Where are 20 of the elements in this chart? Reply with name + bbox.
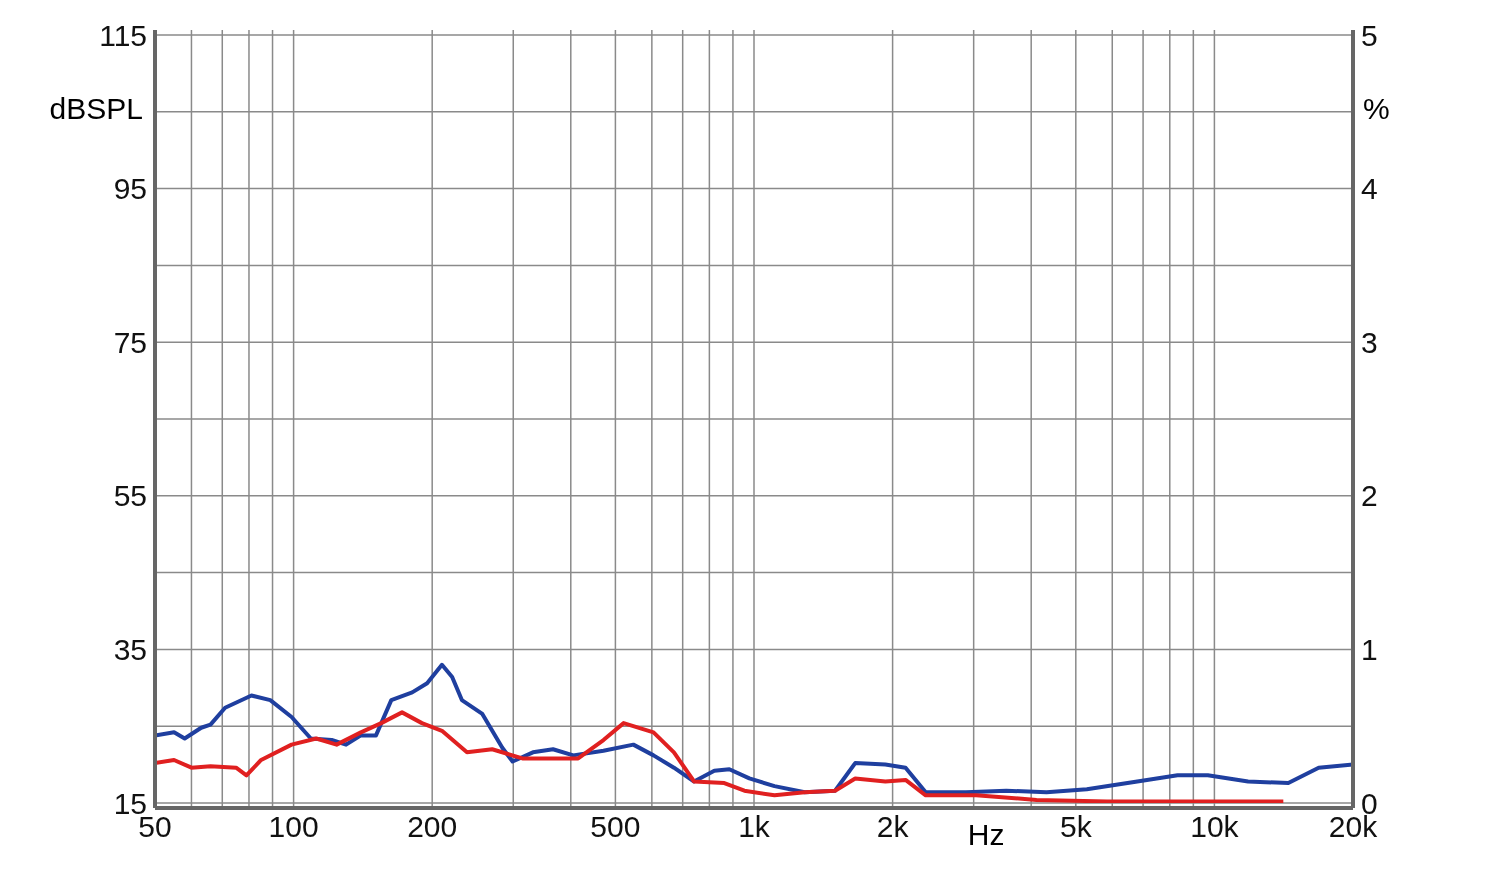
y2-tick-label: 3 xyxy=(1361,325,1378,359)
x-tick-label: 2k xyxy=(876,810,910,844)
y-tick-label: 35 xyxy=(113,633,147,667)
y2-axis-title: % xyxy=(1363,91,1390,126)
x-tick-label: 500 xyxy=(590,810,641,844)
x-tick-label: 200 xyxy=(407,810,458,844)
x-tick-label: 10k xyxy=(1190,810,1240,844)
x-axis-title: Hz xyxy=(967,818,1005,852)
y-tick-label: 75 xyxy=(113,325,147,359)
y2-tick-label: 5 xyxy=(1361,18,1378,52)
y2-tick-label: 4 xyxy=(1361,172,1378,206)
y-tick-label: 55 xyxy=(113,479,147,513)
y2-tick-label: 2 xyxy=(1361,479,1378,513)
x-tick-label: 1k xyxy=(738,810,771,844)
x-tick-label: 5k xyxy=(1059,810,1093,844)
y-tick-label: 95 xyxy=(113,172,147,206)
y-tick-label: 115 xyxy=(99,18,147,52)
y-axis-title: dBSPL xyxy=(49,91,143,126)
x-tick-label: 100 xyxy=(268,810,319,844)
y2-tick-label: 1 xyxy=(1361,633,1378,667)
